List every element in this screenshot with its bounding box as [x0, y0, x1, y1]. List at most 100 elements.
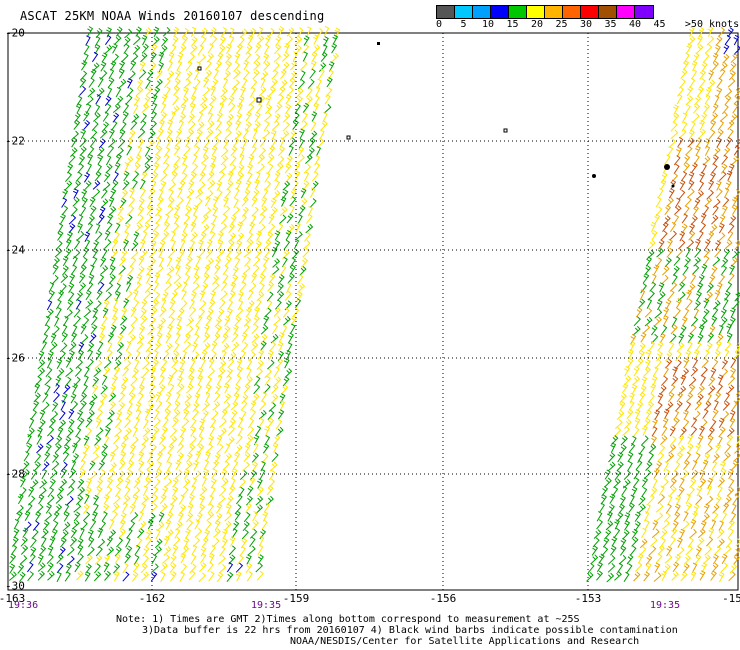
- wind-barb: [129, 60, 137, 71]
- wind-barb: [79, 527, 85, 539]
- wind-barb: [82, 247, 90, 258]
- wind-barb: [716, 383, 724, 394]
- wind-barb: [30, 409, 38, 420]
- wind-barb: [16, 510, 23, 522]
- wind-barb: [221, 468, 228, 480]
- wind-barb: [130, 53, 139, 63]
- wind-barb: [49, 469, 58, 479]
- wind-barb: [239, 281, 247, 292]
- wind-barb: [606, 572, 615, 583]
- wind-barb: [170, 111, 176, 122]
- wind-barb: [81, 383, 89, 395]
- wind-barb: [72, 383, 78, 394]
- wind-barb: [288, 332, 294, 344]
- wind-barb: [77, 214, 84, 225]
- wind-barb: [205, 248, 213, 259]
- wind-barb: [211, 282, 220, 292]
- wind-barb: [218, 163, 227, 174]
- wind-barb: [70, 459, 77, 471]
- wind-barb: [259, 529, 267, 540]
- wind-barb: [57, 222, 64, 234]
- wind-barb: [302, 51, 308, 62]
- wind-barb: [244, 51, 252, 63]
- color-scale-swatch: [491, 6, 509, 18]
- wind-barb: [98, 469, 106, 480]
- wind-barb: [214, 257, 222, 268]
- wind-barb: [680, 325, 687, 336]
- wind-barb: [653, 264, 660, 275]
- wind-barb: [727, 272, 735, 283]
- wind-barb: [255, 504, 264, 515]
- wind-barb: [104, 239, 112, 249]
- wind-barb: [176, 315, 183, 327]
- wind-barb: [154, 538, 163, 549]
- wind-barb: [669, 221, 677, 233]
- wind-barb: [231, 274, 239, 285]
- color-scale-swatch: [509, 6, 527, 18]
- wind-barb: [141, 555, 150, 566]
- wind-barb: [70, 400, 79, 411]
- wind-barb: [706, 35, 715, 46]
- wind-barb: [726, 434, 734, 445]
- wind-barb: [305, 213, 313, 224]
- wind-barb: [723, 452, 731, 462]
- wind-barb: [315, 28, 324, 38]
- wind-barb: [721, 553, 728, 565]
- wind-barb: [288, 145, 294, 156]
- wind-barb: [234, 316, 242, 327]
- wind-barb: [735, 385, 740, 396]
- wind-barb: [272, 442, 279, 453]
- wind-barb: [166, 128, 173, 140]
- wind-barb: [228, 545, 237, 556]
- wind-barb: [728, 478, 735, 489]
- wind-barb: [596, 561, 603, 573]
- wind-barb: [284, 368, 293, 378]
- wind-barb: [132, 103, 139, 115]
- wind-barb: [65, 248, 72, 259]
- wind-barb: [647, 494, 655, 505]
- wind-barb: [94, 554, 103, 565]
- wind-barb: [245, 562, 253, 574]
- wind-barb: [241, 272, 248, 284]
- wind-barb: [263, 44, 270, 55]
- wind-barb: [299, 70, 306, 81]
- wind-barb: [673, 410, 680, 421]
- wind-barb: [64, 180, 73, 191]
- wind-barb: [190, 231, 198, 242]
- wind-barb: [162, 486, 169, 497]
- wind-barb: [220, 26, 228, 38]
- wind-barb: [651, 273, 657, 285]
- wind-barb: [642, 425, 648, 436]
- wind-barb: [681, 469, 690, 480]
- wind-barb: [165, 342, 173, 353]
- wind-barb: [155, 391, 162, 403]
- wind-barb: [684, 401, 692, 412]
- wind-barb: [71, 332, 78, 343]
- wind-barb: [68, 341, 77, 352]
- wind-barb: [724, 495, 732, 506]
- wind-barb: [639, 289, 646, 300]
- wind-barb: [277, 223, 284, 234]
- wind-barb: [42, 333, 49, 344]
- wind-barb: [179, 571, 186, 582]
- wind-barb: [110, 60, 117, 71]
- wind-barb: [282, 376, 290, 387]
- wind-barb: [167, 443, 175, 454]
- wind-barb: [727, 375, 736, 386]
- wind-barb: [51, 528, 58, 539]
- wind-barb: [678, 189, 686, 200]
- wind-barb: [172, 95, 180, 106]
- wind-barb: [93, 240, 100, 251]
- wind-barb: [676, 93, 683, 105]
- wind-barb: [723, 392, 730, 403]
- wind-barb: [714, 391, 722, 402]
- wind-barb: [714, 443, 722, 454]
- wind-barb: [132, 562, 140, 573]
- wind-barb: [104, 44, 113, 55]
- wind-barb: [215, 503, 223, 514]
- wind-barb: [634, 520, 641, 532]
- wind-barb: [676, 146, 682, 158]
- wind-barb: [43, 451, 51, 462]
- wind-barb: [685, 349, 692, 361]
- wind-barb: [698, 26, 705, 38]
